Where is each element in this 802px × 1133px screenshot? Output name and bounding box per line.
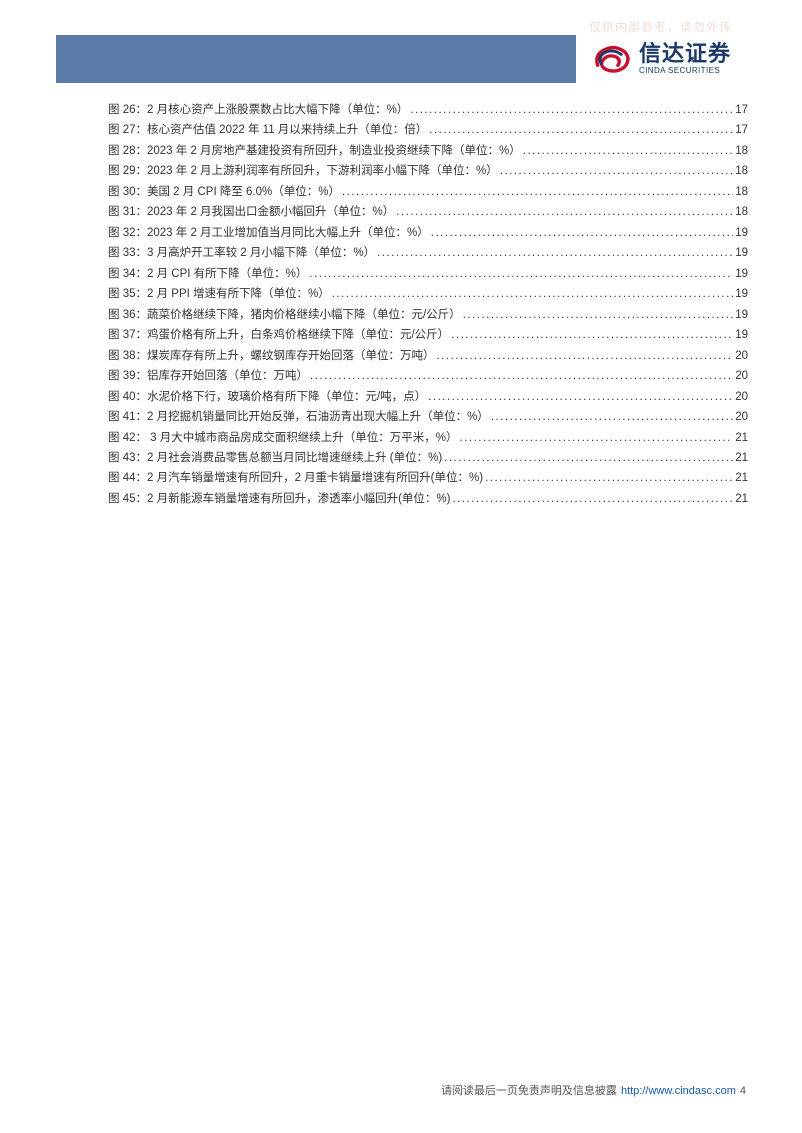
toc-row: 图 41：2 月挖掘机销量同比开始反弹，石油沥青出现大幅上升（单位：%） 20: [108, 407, 748, 427]
toc-entry-label: 图 26：2 月核心资产上涨股票数占比大幅下降（单位：%）: [108, 100, 408, 120]
toc-entry-page: 19: [735, 305, 748, 325]
toc-dot-leader: [377, 243, 733, 263]
toc-dot-leader: [485, 468, 733, 488]
toc-entry-page: 20: [735, 366, 748, 386]
toc-row: 图 39：铝库存开始回落（单位：万吨） 20: [108, 366, 748, 386]
toc-row: 图 30：美国 2 月 CPI 降至 6.0%（单位：%） 18: [108, 182, 748, 202]
toc-entry-label: 图 42： 3 月大中城市商品房成交面积继续上升（单位：万平米，%）: [108, 428, 458, 448]
toc-entry-label: 图 31：2023 年 2 月我国出口金额小幅回升（单位：%）: [108, 202, 394, 222]
toc-entry-page: 19: [735, 264, 748, 284]
toc-entry-page: 21: [735, 428, 748, 448]
toc-entry-label: 图 30：美国 2 月 CPI 降至 6.0%（单位：%）: [108, 182, 340, 202]
toc-row: 图 42： 3 月大中城市商品房成交面积继续上升（单位：万平米，%） 21: [108, 428, 748, 448]
toc-dot-leader: [428, 387, 733, 407]
toc-entry-page: 21: [735, 468, 748, 488]
toc-entry-page: 19: [735, 223, 748, 243]
logo-area: 信达证券 CINDA SECURITIES: [576, 35, 746, 83]
header-blue-block: [56, 35, 576, 83]
toc-dot-leader: [431, 223, 733, 243]
toc-entry-page: 19: [735, 243, 748, 263]
toc-entry-page: 19: [735, 284, 748, 304]
header-bar: 信达证券 CINDA SECURITIES: [56, 35, 746, 83]
toc-entry-page: 18: [735, 202, 748, 222]
toc-entry-page: 21: [735, 448, 748, 468]
toc-entry-label: 图 40：水泥价格下行，玻璃价格有所下降（单位：元/吨，点）: [108, 387, 426, 407]
toc-entry-label: 图 35：2 月 PPI 增速有所下降（单位：%）: [108, 284, 330, 304]
toc-entry-label: 图 34：2 月 CPI 有所下降（单位：%）: [108, 264, 307, 284]
toc-dot-leader: [342, 182, 733, 202]
footer-disclaimer-text: 请阅读最后一页免责声明及信息披露: [441, 1082, 617, 1098]
toc-entry-page: 21: [735, 489, 748, 509]
toc-row: 图 28：2023 年 2 月房地产基建投资有所回升，制造业投资继续下降（单位：…: [108, 141, 748, 161]
toc-dot-leader: [410, 100, 733, 120]
toc-dot-leader: [444, 448, 733, 468]
toc-entry-label: 图 38：煤炭库存有所上升，螺纹钢库存开始回落（单位：万吨）: [108, 346, 434, 366]
toc-entry-label: 图 44：2 月汽车销量增速有所回升，2 月重卡销量增速有所回升(单位：%): [108, 468, 483, 488]
footer: 请阅读最后一页免责声明及信息披露 http://www.cindasc.com …: [441, 1082, 746, 1098]
toc-dot-leader: [523, 141, 733, 161]
toc-row: 图 44：2 月汽车销量增速有所回升，2 月重卡销量增速有所回升(单位：%) 21: [108, 468, 748, 488]
toc-entry-label: 图 43：2 月社会消费品零售总额当月同比增速继续上升 (单位：%): [108, 448, 442, 468]
toc-entry-label: 图 29：2023 年 2 月上游利润率有所回升，下游利润率小幅下降（单位：%）: [108, 161, 498, 181]
toc-row: 图 36：蔬菜价格继续下降，猪肉价格继续小幅下降（单位：元/公斤） 19: [108, 305, 748, 325]
toc-entry-label: 图 37：鸡蛋价格有所上升，白条鸡价格继续下降（单位：元/公斤）: [108, 325, 449, 345]
logo-swirl-icon: [591, 40, 633, 78]
toc-entry-page: 18: [735, 182, 748, 202]
toc-entry-label: 图 33：3 月高炉开工率较 2 月小幅下降（单位：%）: [108, 243, 375, 263]
toc-dot-leader: [452, 489, 733, 509]
toc-dot-leader: [463, 305, 734, 325]
table-of-contents: 图 26：2 月核心资产上涨股票数占比大幅下降（单位：%）17图 27：核心资产…: [108, 100, 748, 509]
toc-dot-leader: [491, 407, 733, 427]
toc-row: 图 26：2 月核心资产上涨股票数占比大幅下降（单位：%） 17: [108, 100, 748, 120]
toc-dot-leader: [451, 325, 733, 345]
logo-cn-text: 信达证券: [639, 43, 731, 65]
toc-entry-page: 17: [735, 100, 748, 120]
toc-dot-leader: [460, 428, 734, 448]
toc-entry-label: 图 27：核心资产估值 2022 年 11 月以来持续上升（单位：倍）: [108, 120, 427, 140]
logo-text-block: 信达证券 CINDA SECURITIES: [639, 43, 731, 75]
toc-entry-label: 图 36：蔬菜价格继续下降，猪肉价格继续小幅下降（单位：元/公斤）: [108, 305, 461, 325]
toc-dot-leader: [396, 202, 733, 222]
toc-row: 图 34：2 月 CPI 有所下降（单位：%） 19: [108, 264, 748, 284]
toc-entry-page: 17: [735, 120, 748, 140]
watermark-text: 仅供内部参考，请勿外传: [589, 18, 732, 35]
toc-entry-label: 图 32：2023 年 2 月工业增加值当月同比大幅上升（单位：%）: [108, 223, 429, 243]
toc-entry-page: 19: [735, 325, 748, 345]
footer-link[interactable]: http://www.cindasc.com: [621, 1085, 736, 1097]
toc-dot-leader: [332, 284, 733, 304]
toc-entry-label: 图 39：铝库存开始回落（单位：万吨）: [108, 366, 308, 386]
toc-entry-page: 20: [735, 387, 748, 407]
toc-row: 图 38：煤炭库存有所上升，螺纹钢库存开始回落（单位：万吨） 20: [108, 346, 748, 366]
toc-row: 图 33：3 月高炉开工率较 2 月小幅下降（单位：%） 19: [108, 243, 748, 263]
toc-row: 图 40：水泥价格下行，玻璃价格有所下降（单位：元/吨，点） 20: [108, 387, 748, 407]
toc-row: 图 29：2023 年 2 月上游利润率有所回升，下游利润率小幅下降（单位：%）…: [108, 161, 748, 181]
toc-row: 图 32：2023 年 2 月工业增加值当月同比大幅上升（单位：%） 19: [108, 223, 748, 243]
toc-row: 图 45：2 月新能源车销量增速有所回升，渗透率小幅回升(单位：%) 21: [108, 489, 748, 509]
logo-en-text: CINDA SECURITIES: [639, 67, 731, 75]
toc-entry-page: 20: [735, 407, 748, 427]
toc-entry-label: 图 41：2 月挖掘机销量同比开始反弹，石油沥青出现大幅上升（单位：%）: [108, 407, 489, 427]
toc-entry-label: 图 28：2023 年 2 月房地产基建投资有所回升，制造业投资继续下降（单位：…: [108, 141, 521, 161]
toc-row: 图 35：2 月 PPI 增速有所下降（单位：%） 19: [108, 284, 748, 304]
toc-row: 图 43：2 月社会消费品零售总额当月同比增速继续上升 (单位：%) 21: [108, 448, 748, 468]
footer-page-number: 4: [740, 1085, 746, 1097]
toc-entry-label: 图 45：2 月新能源车销量增速有所回升，渗透率小幅回升(单位：%): [108, 489, 450, 509]
toc-row: 图 37：鸡蛋价格有所上升，白条鸡价格继续下降（单位：元/公斤） 19: [108, 325, 748, 345]
toc-dot-leader: [500, 161, 733, 181]
page-root: 仅供内部参考，请勿外传 信达证券 CINDA SECURITIES 图 26：2…: [0, 0, 802, 1133]
toc-row: 图 27：核心资产估值 2022 年 11 月以来持续上升（单位：倍） 17: [108, 120, 748, 140]
toc-dot-leader: [436, 346, 733, 366]
toc-entry-page: 18: [735, 141, 748, 161]
toc-row: 图 31：2023 年 2 月我国出口金额小幅回升（单位：%） 18: [108, 202, 748, 222]
toc-dot-leader: [309, 264, 733, 284]
toc-entry-page: 18: [735, 161, 748, 181]
toc-dot-leader: [310, 366, 733, 386]
toc-entry-page: 20: [735, 346, 748, 366]
toc-dot-leader: [429, 120, 733, 140]
